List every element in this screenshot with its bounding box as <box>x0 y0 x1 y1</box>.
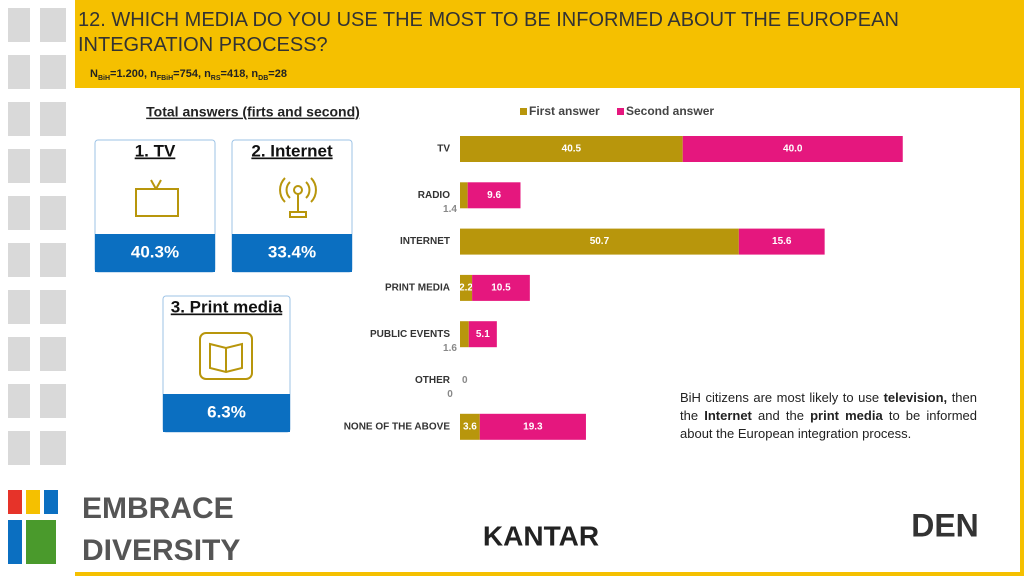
value-label: 10.5 <box>491 283 511 294</box>
legend-swatch <box>520 108 527 115</box>
sample-subscript: DB <box>258 75 269 83</box>
value-label: 1.6 <box>443 343 457 354</box>
embrace-logo: EMBRACE <box>82 492 234 525</box>
category-label: TV <box>437 144 450 155</box>
sample-value: =1.200, <box>110 68 151 80</box>
legend-label: First answer <box>529 104 600 118</box>
bar-segment <box>460 136 683 162</box>
side-pattern <box>0 0 75 576</box>
bar-segment <box>460 274 473 301</box>
value-label: 0 <box>447 389 453 400</box>
category-label: RADIO <box>418 190 450 201</box>
sample-subscript: BiH <box>97 75 111 83</box>
slide-title: 12. WHICH MEDIA DO YOU USE THE MOST TO B… <box>78 9 899 56</box>
note-text: Internet <box>704 408 752 423</box>
diversity-logo: DIVERSITY <box>82 534 240 567</box>
bar-segment <box>460 321 469 348</box>
print-icon <box>199 332 253 380</box>
card-label: 3. Print media <box>171 297 283 316</box>
value-label: 40.5 <box>562 144 582 155</box>
sample-symbol: N <box>90 68 98 80</box>
value-label: 40.0 <box>783 144 803 155</box>
note-text: then the <box>680 390 977 423</box>
sample-subscript: FBiH <box>156 75 174 83</box>
note-text: BiH citizens are most likely to use <box>680 390 884 405</box>
kantar-logo: KANTAR <box>483 520 599 551</box>
value-label: 9.6 <box>487 190 501 201</box>
value-label: 5.1 <box>476 329 490 340</box>
sample-symbol: n <box>150 68 157 80</box>
bar-segment <box>467 182 521 209</box>
bar-segment <box>738 228 825 255</box>
legend-swatch <box>617 108 624 115</box>
card-band <box>163 394 290 432</box>
value-label: 1.4 <box>443 204 457 215</box>
bar-segment <box>682 136 903 162</box>
value-label: 15.6 <box>772 236 792 247</box>
sample-value: =754, <box>173 68 205 80</box>
value-label: 50.7 <box>590 236 610 247</box>
category-label: INTERNET <box>400 236 450 247</box>
category-label: PRINT MEDIA <box>385 283 450 294</box>
sample-symbol: n <box>251 68 259 80</box>
note: BiH citizens are most likely to use tele… <box>680 389 977 443</box>
value-label: 3.6 <box>463 421 477 432</box>
sample-value: =418, <box>220 68 252 80</box>
tv-icon <box>135 179 179 217</box>
sample-value: =28 <box>268 68 287 80</box>
bar-segment <box>460 413 480 440</box>
sample-subscript: RS <box>210 75 221 83</box>
internet-icon <box>279 177 317 218</box>
note-text: and the <box>751 408 811 423</box>
cards-heading: Total answers (firts and second) <box>146 104 360 120</box>
card-band <box>95 234 215 272</box>
category-label: NONE OF THE ABOVE <box>344 421 451 432</box>
bar-segment <box>468 321 497 348</box>
card-label: 2. Internet <box>251 141 333 160</box>
value-label: 19.3 <box>523 421 543 432</box>
den-logo: DEN <box>911 507 979 543</box>
note-text: to be informed about the European integr… <box>680 408 977 441</box>
value-label: 0 <box>462 375 468 386</box>
legend-label: Second answer <box>626 104 714 118</box>
bar-segment <box>460 228 739 255</box>
bar-segment <box>460 182 468 209</box>
note-text: print media <box>810 408 883 423</box>
bar-segment <box>479 413 586 440</box>
card-value: 6.3% <box>207 402 246 421</box>
note-text: television, <box>883 390 948 405</box>
bar-segment <box>472 274 530 301</box>
card-value: 33.4% <box>268 242 316 261</box>
value-label: 2.2 <box>459 283 473 294</box>
category-label: OTHER <box>415 375 451 386</box>
card-value: 40.3% <box>131 242 179 261</box>
sample-symbol: n <box>204 68 211 80</box>
card-label: 1. TV <box>135 141 176 160</box>
pattern <box>8 8 66 564</box>
card-band <box>232 234 352 272</box>
sample-size: NBiH=1.200, nFBiH=754, nRS=418, nDB=28 <box>90 68 287 82</box>
category-label: PUBLIC EVENTS <box>370 329 450 340</box>
